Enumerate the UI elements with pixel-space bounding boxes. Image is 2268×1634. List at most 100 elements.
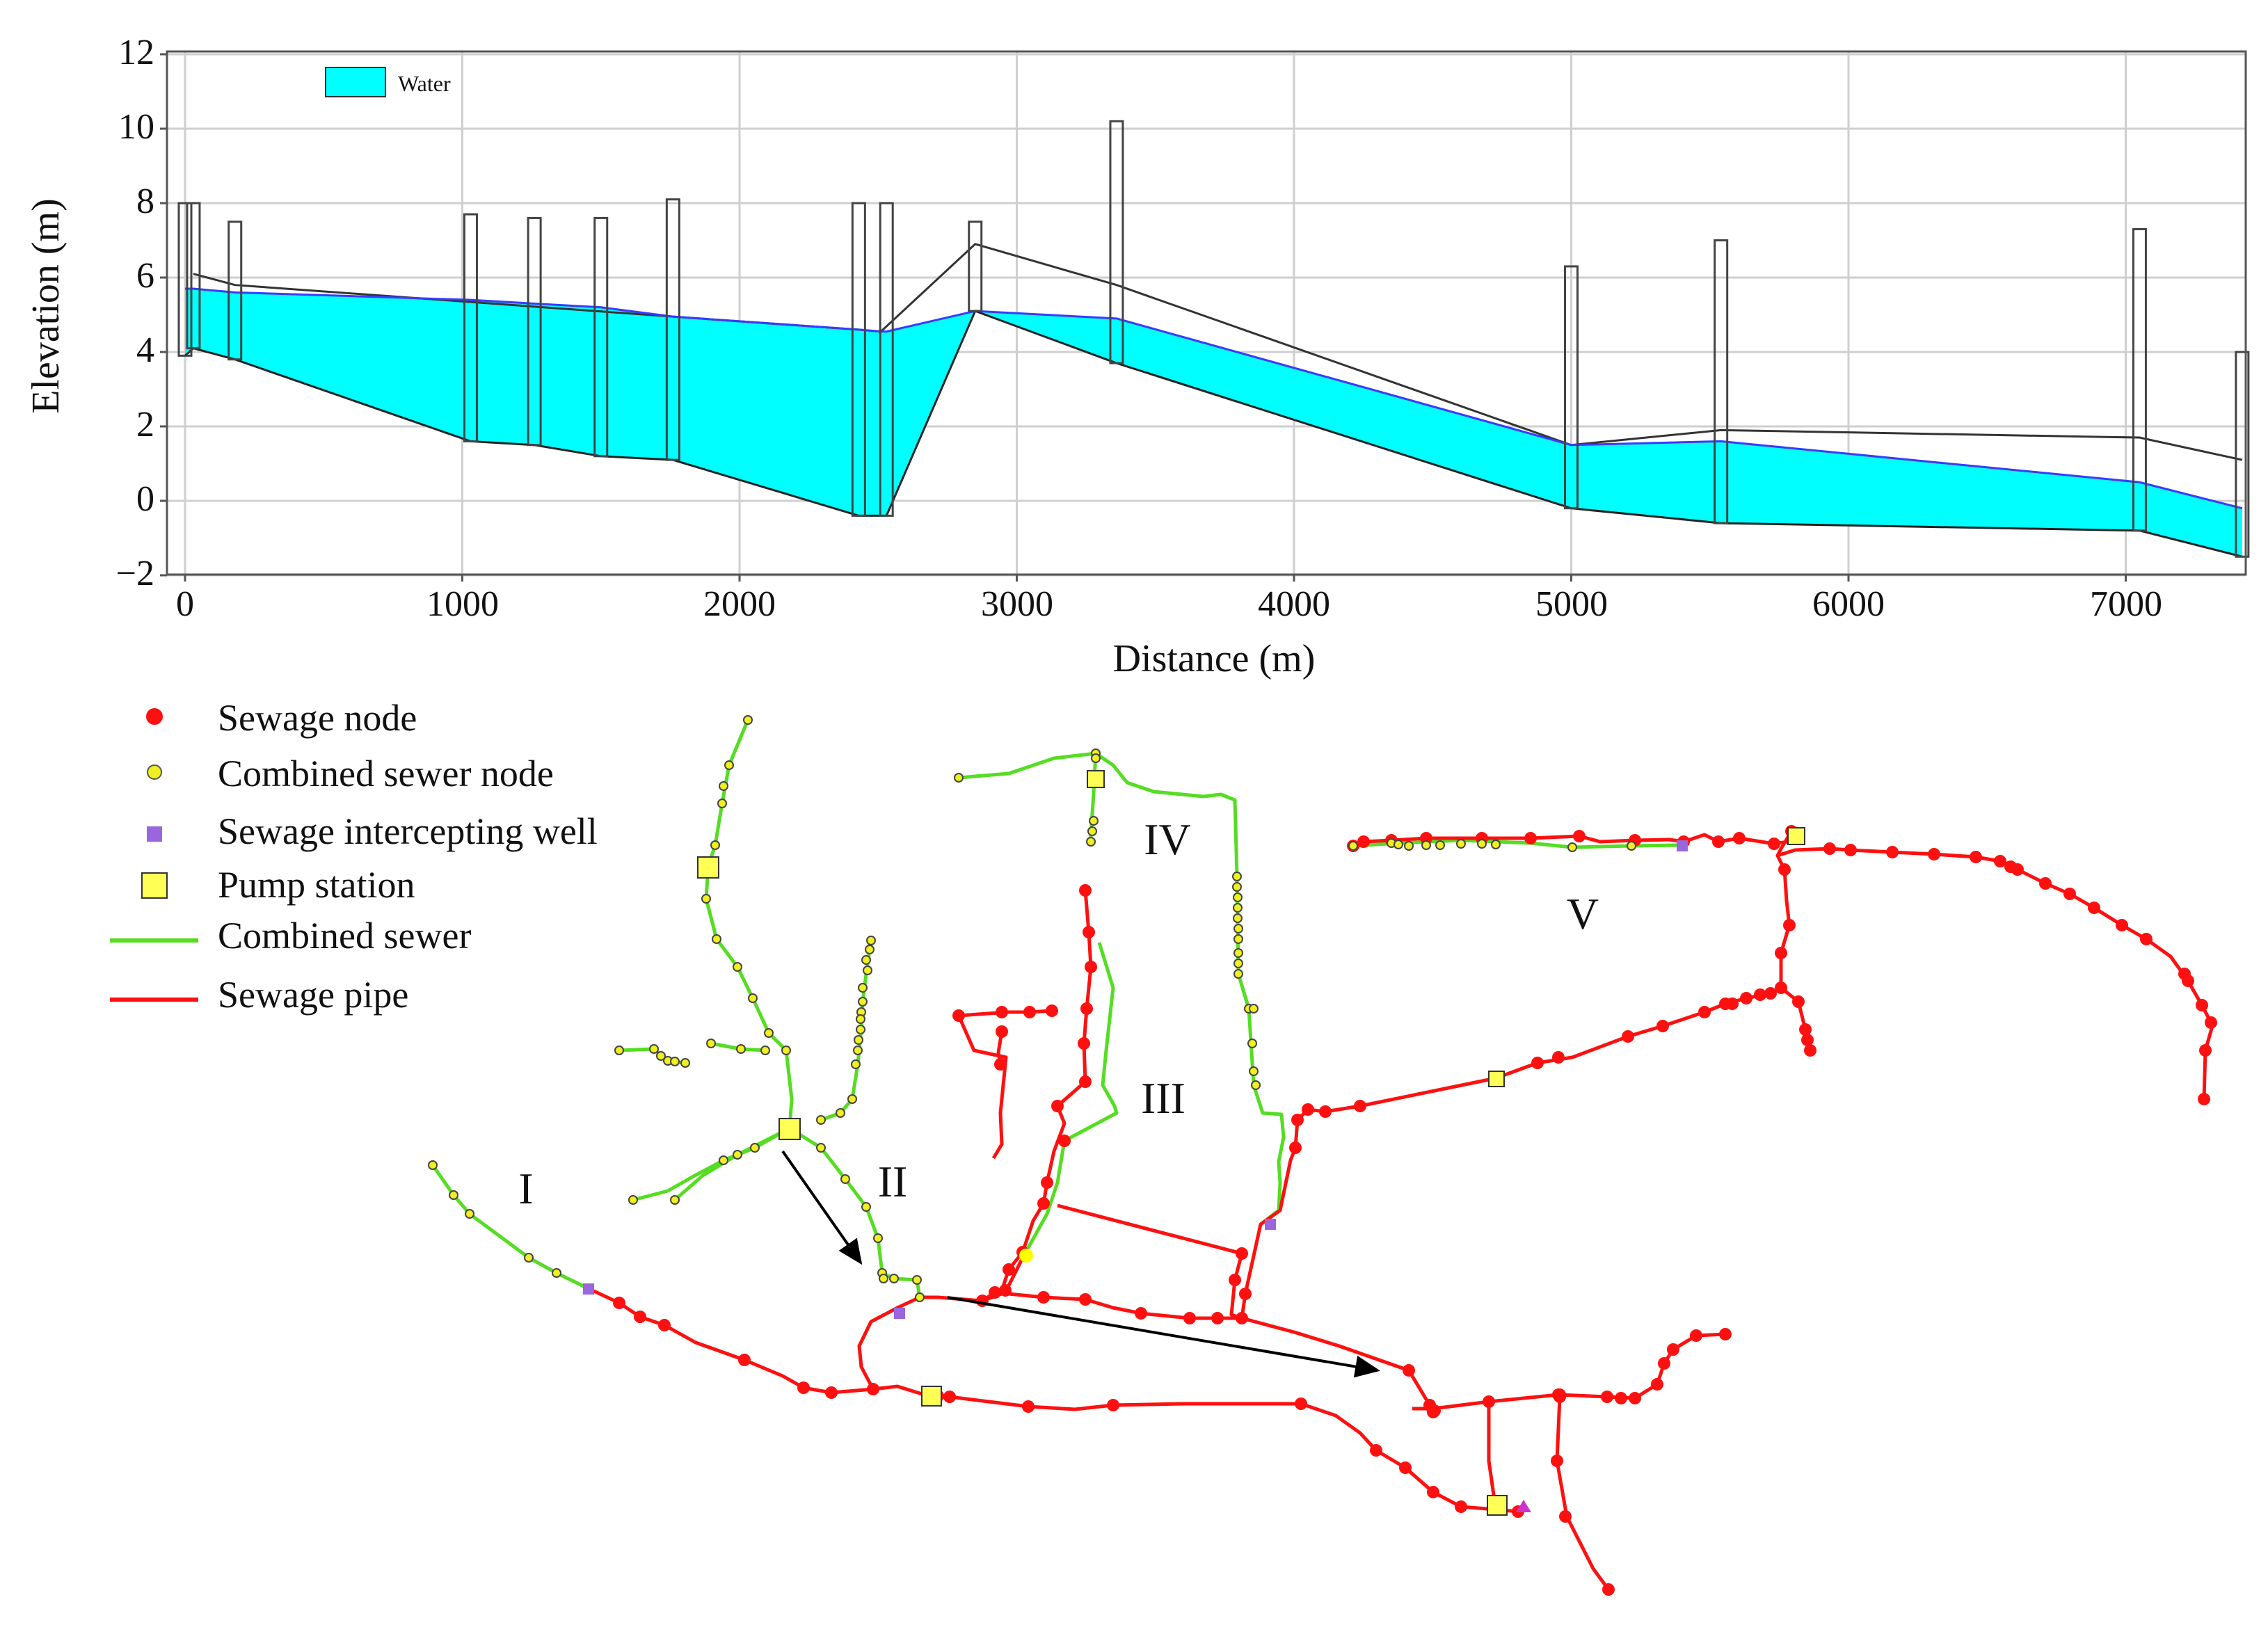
sewage-pipe	[1777, 847, 2214, 1100]
sewage-node	[1003, 1263, 1015, 1276]
legend-sewage-node-symbol	[146, 708, 163, 725]
y-tick-label: 4	[136, 330, 154, 370]
sewage-node	[1559, 1510, 1572, 1523]
sewage-node	[1622, 1030, 1634, 1043]
sewage-node	[825, 1386, 838, 1399]
sewage-node	[1667, 1343, 1679, 1356]
combined-sewer-node	[1477, 839, 1487, 849]
hydraulic-grade-line	[185, 287, 2243, 510]
sewage-node	[1764, 987, 1777, 1000]
sewage-node	[1357, 835, 1370, 848]
pump-station	[921, 1386, 942, 1407]
sewage-node	[1022, 1400, 1035, 1413]
sewage-node	[1289, 1142, 1302, 1154]
sewage-node	[1107, 1399, 1119, 1411]
combined-sewer-node	[465, 1209, 474, 1219]
sewage-node	[2205, 1016, 2217, 1029]
map-legend: Sewage node Combined sewer node Sewage i…	[110, 697, 598, 1016]
combined-sewer-node	[889, 1274, 899, 1283]
sewage-node	[797, 1381, 810, 1394]
manhole	[1714, 239, 1729, 524]
combined-sewer-node	[915, 1292, 925, 1302]
combined-sewer-node	[836, 1108, 845, 1118]
sewage-node	[1783, 919, 1796, 931]
sewage-node	[1551, 1455, 1563, 1467]
combined-sewer-node	[706, 1039, 716, 1048]
sewage-pipe	[857, 1295, 921, 1391]
zone-label-iii: III	[1141, 1073, 1185, 1123]
sewage-node	[1615, 1392, 1627, 1404]
junction-node	[1019, 1249, 1033, 1263]
sewage-node	[1403, 1364, 1415, 1377]
combined-sewer-node	[1232, 872, 1242, 881]
sewage-node	[1079, 1293, 1092, 1306]
combined-sewer-node	[680, 1058, 690, 1068]
sewage-node	[1295, 1397, 1307, 1410]
sewage-node	[952, 1009, 965, 1022]
sewage-node	[738, 1354, 751, 1366]
combined-sewer-node	[1233, 913, 1243, 923]
plot-frame	[166, 50, 2247, 576]
sewage-node	[1801, 1034, 1814, 1046]
sewage-nodes	[613, 825, 2217, 1596]
intercepting-well	[894, 1308, 905, 1319]
intercepting-well	[583, 1283, 594, 1295]
intercepting-well	[1677, 840, 1688, 851]
sewage-node	[999, 1284, 1012, 1297]
sewage-node	[1078, 1037, 1090, 1050]
sewage-node	[1239, 1288, 1252, 1300]
manhole	[2132, 227, 2147, 532]
zone-label-iv: IV	[1144, 815, 1191, 864]
combined-sewer-node	[861, 1202, 871, 1212]
sewage-node	[994, 1058, 1007, 1071]
sewage-node	[1135, 1307, 1147, 1320]
legend-combined-sewer: Combined sewer	[218, 915, 471, 956]
combined-sewer-node	[760, 1046, 770, 1055]
combined-sewer	[431, 1164, 589, 1290]
axis-ticks	[160, 53, 2127, 582]
combined-sewer	[958, 751, 1286, 1226]
sewage-node	[2198, 1093, 2210, 1105]
combined-sewer-node	[840, 1174, 850, 1184]
sewage-node	[1629, 1392, 1641, 1404]
sewage-node	[1079, 1075, 1092, 1088]
legend-pump-station-symbol	[141, 872, 168, 899]
sewage-node	[1554, 1388, 1566, 1401]
legend-water-swatch	[325, 67, 386, 97]
legend-intercepting-well-symbol	[147, 826, 162, 842]
combined-sewer-node	[1087, 826, 1097, 836]
combined-sewer-node	[712, 934, 721, 944]
combined-sewer-node	[1233, 959, 1243, 968]
sewage-node	[634, 1311, 646, 1323]
pump-station	[1787, 827, 1805, 845]
sewage-node	[1726, 998, 1739, 1010]
sewage-node	[1601, 1391, 1613, 1403]
combined-sewer-node	[656, 1051, 666, 1061]
sewage-node	[2088, 902, 2100, 914]
combined-sewer-node	[851, 1059, 861, 1069]
y-tick-label: 12	[118, 33, 154, 72]
combined-sewer-node	[816, 1115, 826, 1125]
sewage-node	[1775, 982, 1787, 994]
combined-sewer-node	[670, 1195, 680, 1205]
sewage-node	[1754, 988, 1766, 1001]
combined-sewer-node	[1435, 840, 1445, 850]
combined-sewer-node	[863, 966, 872, 975]
zone-label-ii: II	[878, 1157, 908, 1206]
x-tick-label: 7000	[2090, 584, 2162, 624]
sewage-node	[1399, 1461, 1412, 1474]
pipe-crown-line	[193, 243, 2243, 461]
manhole	[1564, 265, 1579, 510]
sewage-node	[1483, 1395, 1495, 1408]
combined-sewer-node	[847, 1094, 857, 1104]
combined-sewer-node	[853, 1046, 863, 1055]
sewage-node	[1658, 1357, 1670, 1370]
combined-sewer-node	[1421, 840, 1431, 850]
sewage-node	[1319, 1105, 1332, 1118]
pump-station	[1488, 1071, 1505, 1087]
combined-sewer-node	[1089, 816, 1099, 826]
combined-sewer-node	[1249, 1004, 1259, 1014]
sewage-node	[1080, 1002, 1093, 1015]
combined-sewer-node	[954, 773, 964, 783]
